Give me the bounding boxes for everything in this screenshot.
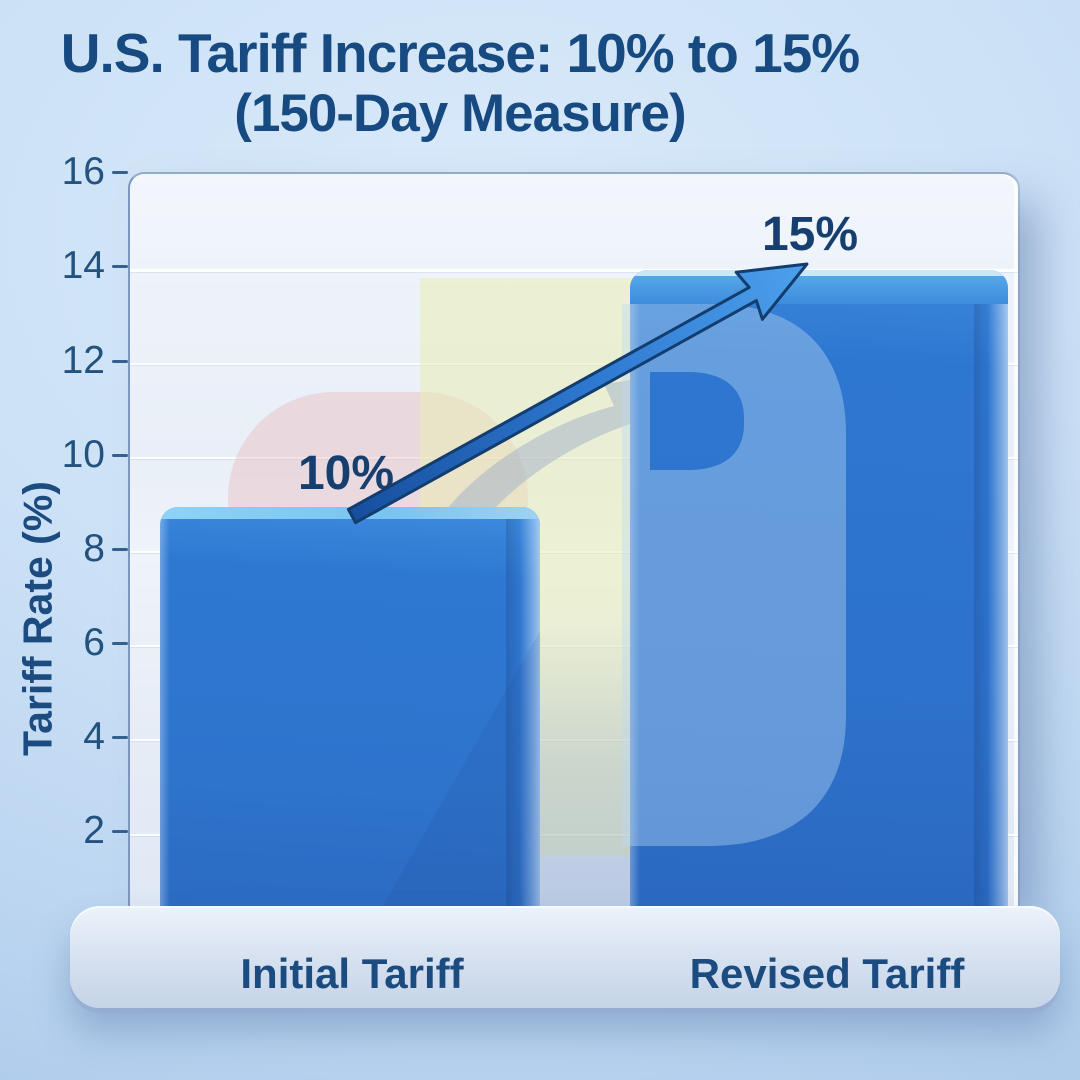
bar-top-cap bbox=[630, 270, 1008, 276]
tick-mark bbox=[112, 829, 128, 833]
y-tick-label: 14 bbox=[61, 244, 105, 287]
bar-diagonal-shade bbox=[357, 631, 540, 950]
y-tick-8: 8 bbox=[0, 525, 128, 573]
tick-mark bbox=[112, 641, 128, 645]
chart-title: U.S. Tariff Increase: 10% to 15% (150-Da… bbox=[20, 22, 900, 144]
y-tick-label: 4 bbox=[83, 715, 105, 758]
y-tick-2: 2 bbox=[0, 807, 128, 855]
bar-initial-tariff bbox=[160, 507, 540, 950]
bar-left-highlight bbox=[160, 507, 170, 950]
y-tick-label: 8 bbox=[83, 527, 105, 570]
platform-base bbox=[70, 906, 1060, 1008]
chart-title-line1: U.S. Tariff Increase: 10% to 15% bbox=[60, 22, 860, 84]
category-label-initial: Initial Tariff bbox=[240, 950, 464, 997]
bar-top-band bbox=[630, 276, 1008, 304]
bar-left-highlight bbox=[630, 270, 640, 950]
bar-revised-tariff bbox=[630, 270, 1008, 950]
y-tick-label: 6 bbox=[83, 621, 105, 664]
tick-mark bbox=[112, 359, 128, 363]
tick-mark bbox=[112, 735, 128, 739]
y-tick-label: 16 bbox=[61, 150, 105, 193]
y-tick-14: 14 bbox=[0, 242, 128, 290]
bar-top-cap bbox=[160, 507, 540, 519]
y-tick-12: 12 bbox=[0, 337, 128, 385]
bar-value-label-revised: 15% bbox=[761, 208, 859, 261]
tick-mark bbox=[112, 264, 128, 268]
y-tick-6: 6 bbox=[0, 619, 128, 667]
y-tick-label: 2 bbox=[83, 809, 105, 852]
chart-title-line2: (150-Day Measure) bbox=[234, 84, 686, 144]
tick-mark bbox=[112, 170, 128, 174]
y-tick-16: 16 bbox=[0, 148, 128, 196]
y-tick-4: 4 bbox=[0, 713, 128, 761]
bar-value-label-initial: 10% bbox=[297, 447, 395, 500]
y-tick-10: 10 bbox=[0, 431, 128, 479]
bar-right-face bbox=[506, 507, 540, 950]
bar-gap-shadow bbox=[538, 620, 634, 950]
y-tick-label: 12 bbox=[61, 339, 105, 382]
tick-mark bbox=[112, 453, 128, 457]
tick-mark bbox=[112, 547, 128, 551]
category-label-revised: Revised Tariff bbox=[689, 950, 965, 997]
y-tick-label: 10 bbox=[61, 433, 105, 476]
bar-right-face bbox=[974, 270, 1008, 950]
